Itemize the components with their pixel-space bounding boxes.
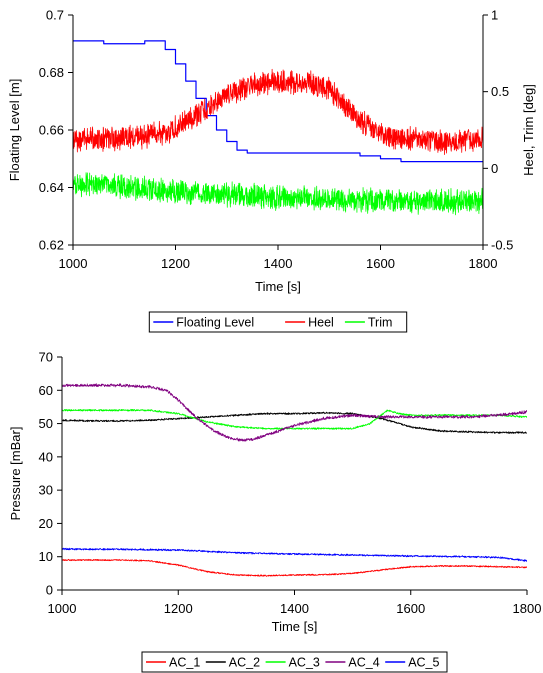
legend-label-ac-3: AC_3 bbox=[289, 656, 320, 670]
x-tick-label: 1800 bbox=[469, 256, 498, 271]
x-tick-label: 1200 bbox=[164, 601, 193, 616]
x-axis-label: Time [s] bbox=[272, 619, 318, 634]
series-line-ac-4 bbox=[62, 383, 527, 442]
y-tick-label: 30 bbox=[39, 483, 53, 498]
legend-label-trim: Trim bbox=[368, 316, 393, 330]
x-tick-label: 1200 bbox=[161, 256, 190, 271]
y-tick-label: 0.62 bbox=[39, 238, 64, 253]
y-tick-label: 0.7 bbox=[46, 8, 64, 23]
legend: Floating Level Heel Trim bbox=[148, 311, 408, 333]
series-line-ac-2 bbox=[62, 411, 527, 434]
x-tick-label: 1000 bbox=[48, 601, 77, 616]
y-axis-label: Pressure [mBar] bbox=[8, 427, 23, 521]
y2-axis-label: Heel, Trim [deg] bbox=[521, 84, 536, 176]
chart-floating-level-heel-trim: 1000 1200 1400 1600 1800 0.62 0.64 0.66 0.68 0.7 -… bbox=[7, 8, 536, 333]
y-axis-label: Floating Level [m] bbox=[7, 79, 22, 182]
x-tick-label: 1600 bbox=[396, 601, 425, 616]
series-line-ac-3 bbox=[62, 408, 527, 430]
y2-tick-label: 0 bbox=[491, 161, 498, 176]
y2-tick-label: -0.5 bbox=[491, 238, 513, 253]
x-tick-label: 1400 bbox=[280, 601, 309, 616]
series-line-trim bbox=[73, 172, 483, 216]
legend-box bbox=[148, 311, 408, 333]
y-tick-label: 0 bbox=[46, 583, 53, 598]
series-group bbox=[62, 383, 527, 577]
legend-label-ac-2: AC_2 bbox=[229, 656, 260, 670]
y-tick-label: 50 bbox=[39, 416, 53, 431]
series-line-ac-5 bbox=[62, 547, 527, 562]
legend: AC_1 AC_2 AC_3 AC_4 AC_5 bbox=[141, 651, 448, 673]
legend-label-ac-1: AC_1 bbox=[169, 656, 200, 670]
chart-pressure: 1000 1200 1400 1600 1800 0 10 20 30 40 50 60 70 Time … bbox=[8, 350, 541, 673]
y-tick-label: 20 bbox=[39, 516, 53, 531]
y-tick-label: 0.64 bbox=[39, 180, 64, 195]
legend-label-floating-level: Floating Level bbox=[176, 316, 254, 330]
legend-label-ac-5: AC_5 bbox=[408, 656, 439, 670]
y2-tick-label: 1 bbox=[491, 8, 498, 23]
series-group bbox=[73, 40, 483, 216]
x-tick-label: 1800 bbox=[513, 601, 542, 616]
series-line-ac-1 bbox=[62, 558, 527, 577]
y-tick-label: 70 bbox=[39, 350, 53, 365]
x-tick-label: 1600 bbox=[366, 256, 395, 271]
y-tick-label: 0.66 bbox=[39, 123, 64, 138]
series-line-floating-level bbox=[73, 40, 483, 163]
y-tick-label: 60 bbox=[39, 383, 53, 398]
y-tick-label: 10 bbox=[39, 549, 53, 564]
y2-tick-label: 0.5 bbox=[491, 84, 509, 99]
x-tick-label: 1400 bbox=[264, 256, 293, 271]
series-line-heel bbox=[73, 68, 483, 155]
y-tick-label: 0.68 bbox=[39, 65, 64, 80]
legend-box bbox=[141, 651, 448, 673]
y-tick-label: 40 bbox=[39, 449, 53, 464]
x-axis-label: Time [s] bbox=[255, 279, 301, 294]
x-tick-label: 1000 bbox=[59, 256, 88, 271]
legend-label-ac-4: AC_4 bbox=[348, 656, 379, 670]
legend-label-heel: Heel bbox=[308, 316, 334, 330]
